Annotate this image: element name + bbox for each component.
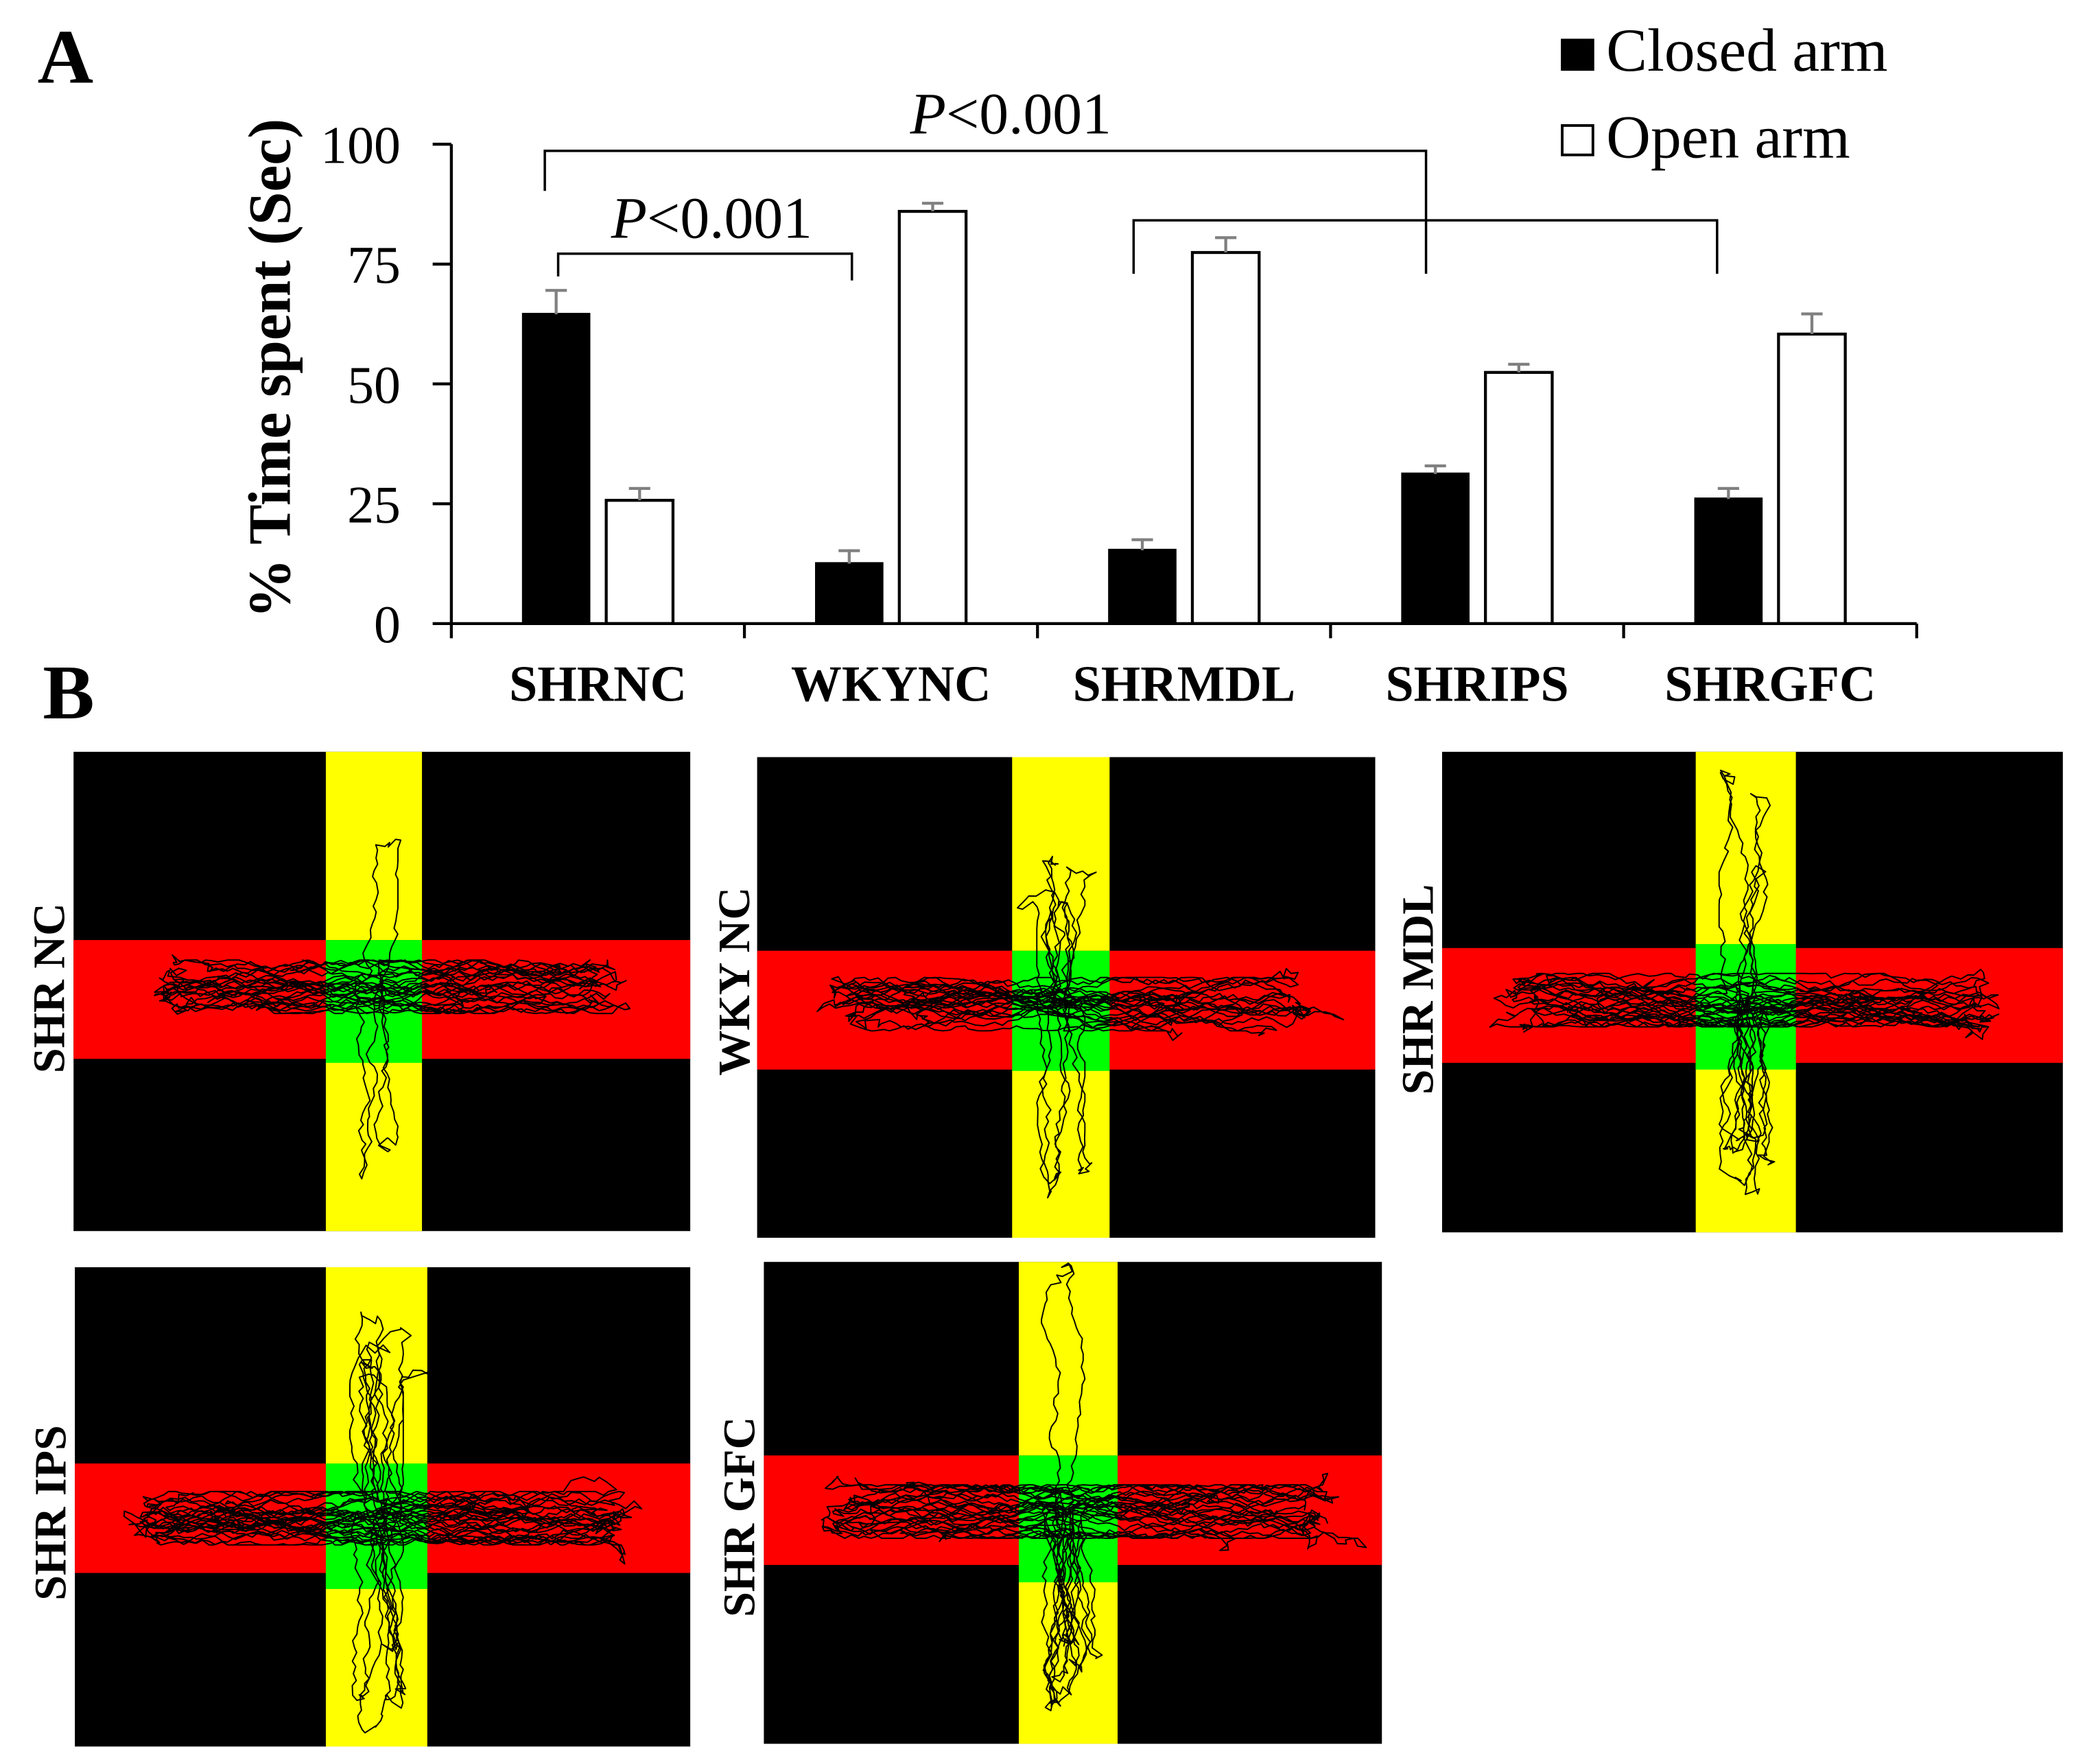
panel-b-label: B	[43, 650, 94, 736]
maze-label-wky-nc: WKY NC	[709, 887, 759, 1076]
bracket-shrnc-vs-treated	[543, 150, 1428, 221]
annotation-p-value-shrnc-vs-wkync: P<0.001	[611, 185, 812, 250]
bar-closed-arm-shrmdl	[1108, 548, 1177, 625]
bar-open-arm-shrgfc	[1777, 332, 1847, 625]
error-bar-open-arm-wkync	[921, 202, 944, 212]
p-threshold: <0.001	[946, 82, 1111, 147]
y-tick-label-75: 75	[347, 235, 401, 294]
x-categories: SHRNC WKYNC SHRMDL SHRIPS SHRGFC	[449, 623, 1918, 712]
y-tick-label-25: 25	[347, 475, 401, 534]
x-category-label-shrips: SHRIPS	[1386, 656, 1569, 712]
legend-swatch-closed-arm	[1561, 38, 1594, 71]
error-bar-closed-arm-shrmdl	[1131, 538, 1153, 551]
maze-track-shr-ips	[75, 1267, 691, 1747]
bars-group	[521, 202, 1847, 625]
bar-chart: % Time spent (Sec) 0 25 50 75 100 SHRNC WKYNC…	[236, 16, 1918, 712]
bar-closed-arm-shrips	[1401, 472, 1470, 625]
bar-closed-arm-shrnc	[521, 312, 591, 625]
maze-label-shr-mdl: SHR MDL	[1393, 884, 1443, 1095]
y-tick-label-100: 100	[320, 115, 401, 174]
maze-track-shr-mdl	[1441, 751, 2063, 1233]
maze-track-shr-gfc	[764, 1262, 1382, 1744]
error-bar-open-arm-shrips	[1508, 362, 1530, 373]
bar-open-arm-shrmdl	[1190, 250, 1261, 625]
bar-open-arm-shrips	[1484, 371, 1554, 625]
movement-track	[816, 856, 1345, 1199]
movement-track	[1489, 769, 2000, 1195]
error-bar-closed-arm-shrips	[1424, 464, 1446, 474]
bar-open-arm-wkync	[897, 209, 968, 625]
maze-label-shr-gfc: SHR GFC	[715, 1417, 765, 1617]
y-axis-label: % Time spent (Sec)	[236, 119, 303, 619]
bar-closed-arm-shrgfc	[1694, 497, 1763, 625]
maze-track-wky-nc	[757, 757, 1376, 1238]
error-bar-closed-arm-wkync	[838, 549, 860, 564]
maze-label-shr-nc: SHR NC	[24, 903, 74, 1073]
p-symbol: P	[611, 185, 647, 250]
movement-track	[123, 1311, 643, 1734]
bracket-shrnc-vs-wkync	[556, 252, 853, 281]
annotation-p-value-shrnc-vs-treated: P<0.001	[910, 82, 1111, 147]
x-category-label-shrgfc: SHRGFC	[1664, 656, 1876, 712]
x-category-label-shrnc: SHRNC	[509, 656, 687, 712]
p-threshold: <0.001	[647, 185, 812, 250]
panel-a-label: A	[38, 14, 94, 100]
y-ticks: 0 25 50 75 100	[320, 115, 451, 654]
error-bar-closed-arm-shrnc	[545, 289, 567, 315]
maze-label-shr-ips: SHR IPS	[25, 1425, 75, 1601]
legend-swatch-open-arm	[1561, 124, 1594, 156]
x-category-label-shrmdl: SHRMDL	[1073, 656, 1296, 712]
bar-closed-arm-wkync	[815, 562, 884, 625]
movement-track	[154, 838, 631, 1180]
legend-label-closed-arm: Closed arm	[1606, 16, 1887, 84]
maze-track-panels: SHR NC WKY NC SHR MDL SHR IPS	[24, 751, 2063, 1747]
p-symbol: P	[910, 82, 946, 147]
movement-track	[821, 1262, 1367, 1712]
error-bar-open-arm-shrmdl	[1215, 236, 1237, 253]
bar-open-arm-shrnc	[604, 499, 675, 625]
legend-label-open-arm: Open arm	[1606, 104, 1850, 172]
x-category-label-wkync: WKYNC	[791, 656, 991, 712]
error-bar-closed-arm-shrgfc	[1717, 486, 1739, 499]
error-bar-open-arm-shrnc	[628, 486, 650, 501]
legend: Closed arm Open arm	[1561, 16, 1888, 172]
maze-track-shr-nc	[73, 751, 691, 1232]
bracket-treated-groups	[1132, 219, 1719, 274]
error-bar-open-arm-shrgfc	[1801, 312, 1823, 334]
significance-annotations: P<0.001 P<0.001	[543, 82, 1719, 281]
y-tick-label-0: 0	[374, 595, 401, 654]
y-tick-label-50: 50	[347, 355, 401, 414]
